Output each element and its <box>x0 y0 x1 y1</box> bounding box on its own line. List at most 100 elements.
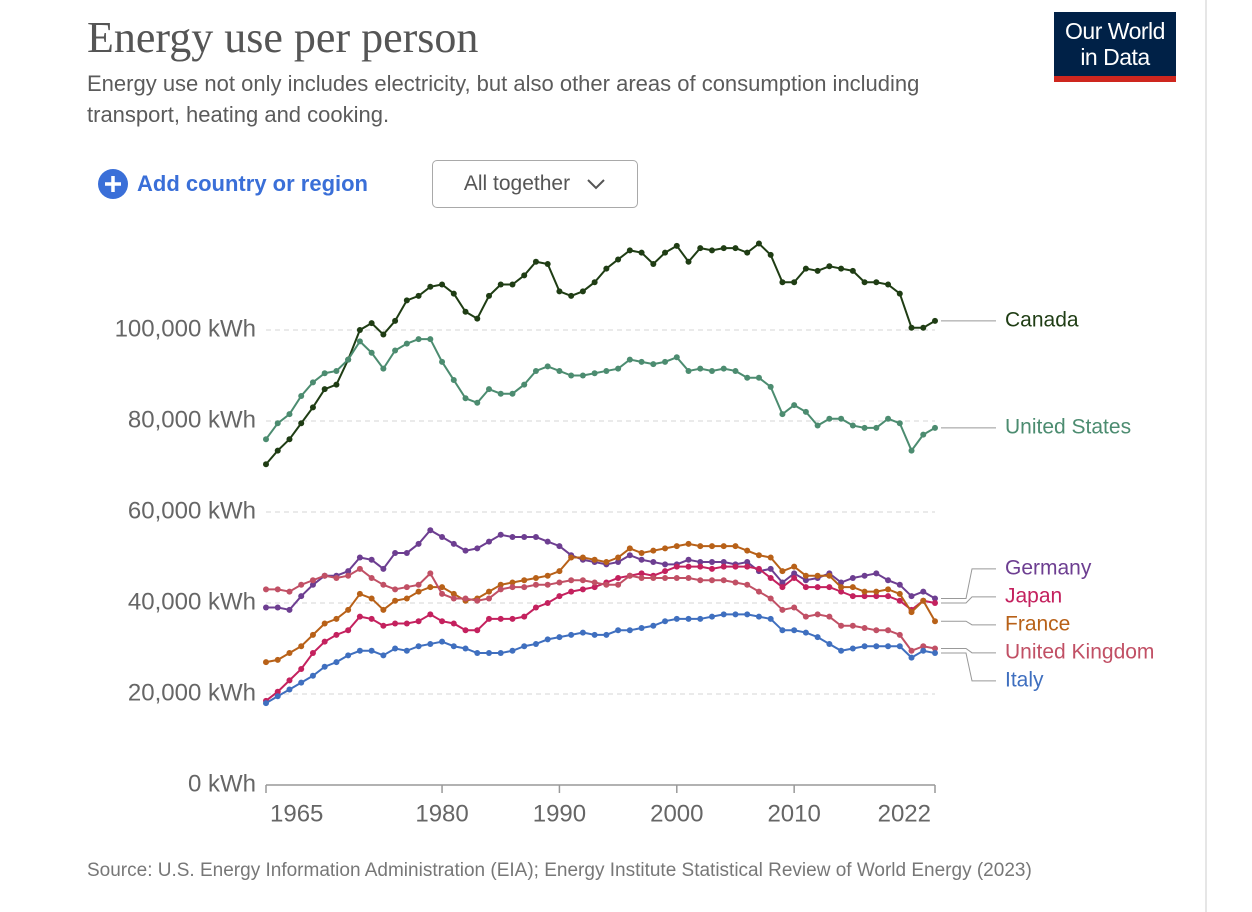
x-tick-label: 1990 <box>533 800 586 827</box>
data-point <box>274 420 281 427</box>
data-point <box>509 584 516 591</box>
series-label: Canada <box>1005 308 1079 331</box>
data-point <box>298 665 305 672</box>
data-point <box>720 543 727 550</box>
data-point <box>767 595 774 602</box>
data-point <box>638 570 645 577</box>
data-point <box>556 543 563 550</box>
logo[interactable]: Our World in Data <box>1054 12 1176 82</box>
x-tick-label: 2022 <box>878 800 931 827</box>
data-point <box>720 577 727 584</box>
data-point <box>873 643 880 650</box>
data-point <box>650 574 657 581</box>
data-point <box>439 638 446 645</box>
label-connector <box>941 648 996 654</box>
series-line <box>265 242 936 465</box>
data-point <box>662 358 669 365</box>
data-point <box>497 581 504 588</box>
series-line <box>266 528 936 611</box>
data-point <box>755 613 762 620</box>
data-point <box>650 361 657 368</box>
data-point <box>802 613 809 620</box>
data-point <box>849 267 856 274</box>
data-point <box>638 358 645 365</box>
data-point <box>497 281 504 288</box>
label-connector <box>941 596 996 604</box>
data-point <box>321 572 328 579</box>
data-point <box>568 554 575 561</box>
card-edge <box>1205 0 1207 912</box>
label-connector <box>941 568 996 599</box>
y-tick-label: 40,000 kWh <box>128 588 256 615</box>
data-point <box>697 563 704 570</box>
data-point <box>662 618 669 625</box>
data-point <box>392 549 399 556</box>
data-point <box>568 631 575 638</box>
data-point <box>486 650 492 657</box>
data-point <box>791 279 798 286</box>
data-point <box>603 559 610 566</box>
data-point <box>826 584 833 591</box>
data-point <box>309 672 316 679</box>
data-point <box>286 436 293 443</box>
data-point <box>615 559 622 566</box>
data-point <box>474 315 481 322</box>
data-point <box>368 320 375 327</box>
data-point <box>896 420 903 427</box>
data-point <box>403 584 410 591</box>
data-point <box>333 574 340 581</box>
data-point <box>286 677 293 684</box>
data-point <box>744 611 751 618</box>
data-point <box>368 349 375 356</box>
data-point <box>744 559 751 566</box>
data-point <box>685 574 692 581</box>
add-country-button[interactable]: Add country or region <box>97 168 368 200</box>
data-point <box>603 581 610 588</box>
data-point <box>556 568 563 575</box>
data-point <box>263 586 269 593</box>
data-point <box>861 593 868 600</box>
data-point <box>802 577 809 584</box>
data-point <box>814 422 821 429</box>
data-point <box>615 574 622 581</box>
data-point <box>333 631 340 638</box>
data-point <box>908 324 915 331</box>
data-point <box>885 586 892 593</box>
data-point <box>779 606 786 613</box>
data-point <box>638 625 645 632</box>
data-point <box>885 577 892 584</box>
data-point <box>709 559 715 566</box>
data-point <box>579 554 586 561</box>
data-point <box>368 595 375 602</box>
data-point <box>920 588 927 595</box>
data-point <box>755 552 762 559</box>
data-point <box>615 256 622 263</box>
chart-source: Source: U.S. Energy Information Administ… <box>87 860 1032 881</box>
series-0 <box>263 240 938 468</box>
data-point <box>791 570 798 577</box>
data-point <box>274 586 281 593</box>
data-point <box>556 288 563 295</box>
data-point <box>345 627 352 634</box>
data-point <box>626 552 633 559</box>
data-point <box>521 613 528 620</box>
data-point <box>579 372 586 379</box>
facet-dropdown[interactable]: All together <box>432 160 638 208</box>
data-point <box>615 627 622 634</box>
data-point <box>532 574 539 581</box>
data-point <box>368 556 375 563</box>
data-point <box>732 245 739 252</box>
data-point <box>873 588 880 595</box>
data-point <box>685 615 692 622</box>
data-point <box>896 590 903 597</box>
data-point <box>497 390 504 397</box>
data-point <box>626 356 633 363</box>
data-point <box>849 622 856 629</box>
data-point <box>521 577 528 584</box>
data-point <box>814 634 821 641</box>
data-point <box>861 643 868 650</box>
data-point <box>568 577 575 584</box>
data-point <box>427 527 434 534</box>
data-point <box>650 622 657 629</box>
data-point <box>497 615 504 622</box>
